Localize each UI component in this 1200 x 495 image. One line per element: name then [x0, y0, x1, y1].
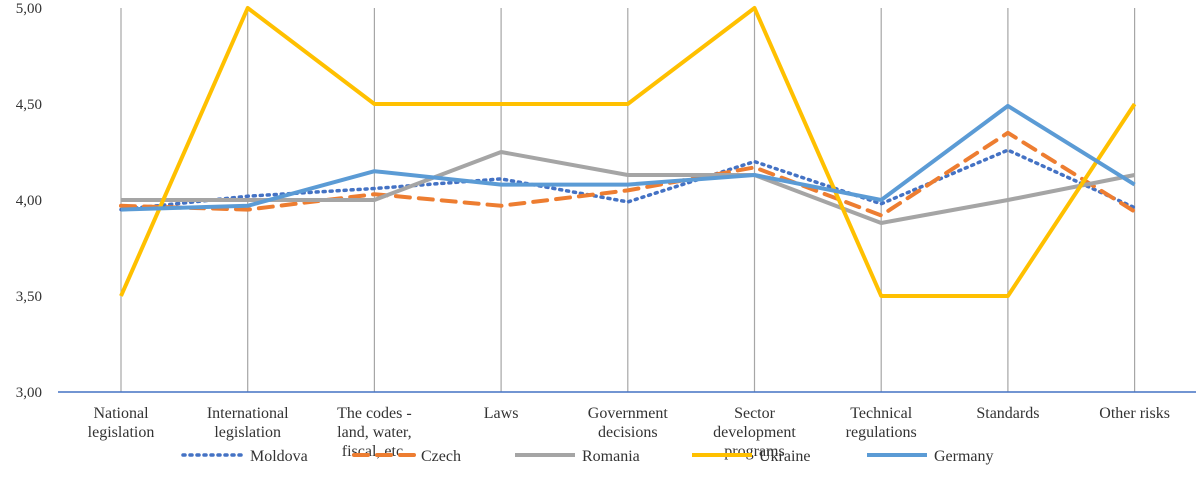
y-axis-tick-labels: 3,00 3,50 4,00 4,50 5,00 — [16, 1, 42, 401]
y-tick-label: 4,50 — [16, 97, 42, 113]
vertical-gridlines — [120, 8, 1136, 392]
series-line-germany — [120, 103, 1136, 212]
y-tick-label: 3,00 — [16, 385, 42, 401]
y-tick-label: 4,00 — [16, 193, 42, 209]
legend-label-czech: Czech — [421, 448, 461, 465]
x-tick-label: Standards — [976, 405, 1039, 422]
y-tick-label: 3,50 — [16, 289, 42, 305]
x-tick-label: Government decisions — [588, 405, 669, 441]
series-line-czech — [119, 130, 1137, 218]
x-axis-tick-labels: National legislation International legislat… — [88, 405, 1170, 460]
series-lines — [119, 6, 1137, 298]
legend-label-ukraine: Ukraine — [759, 448, 811, 465]
x-tick-label: Sector development programs — [713, 405, 796, 460]
series-line-ukraine — [119, 6, 1137, 298]
x-tick-label: National legislation — [88, 405, 155, 441]
legend: Moldova Czech Romania Ukraine Germany — [181, 448, 994, 465]
x-tick-label: International legislation — [207, 405, 289, 441]
x-tick-label: Laws — [484, 405, 519, 422]
legend-label-moldova: Moldova — [250, 448, 308, 465]
x-tick-label: The codes -land, water, fiscal, etc. — [337, 405, 412, 460]
legend-label-romania: Romania — [582, 448, 640, 465]
y-tick-label: 5,00 — [16, 1, 42, 17]
legend-label-germany: Germany — [934, 448, 994, 465]
x-tick-label: Technical regulations — [846, 405, 917, 441]
x-tick-label: Other risks — [1099, 405, 1170, 422]
series-line-romania — [121, 150, 1135, 225]
